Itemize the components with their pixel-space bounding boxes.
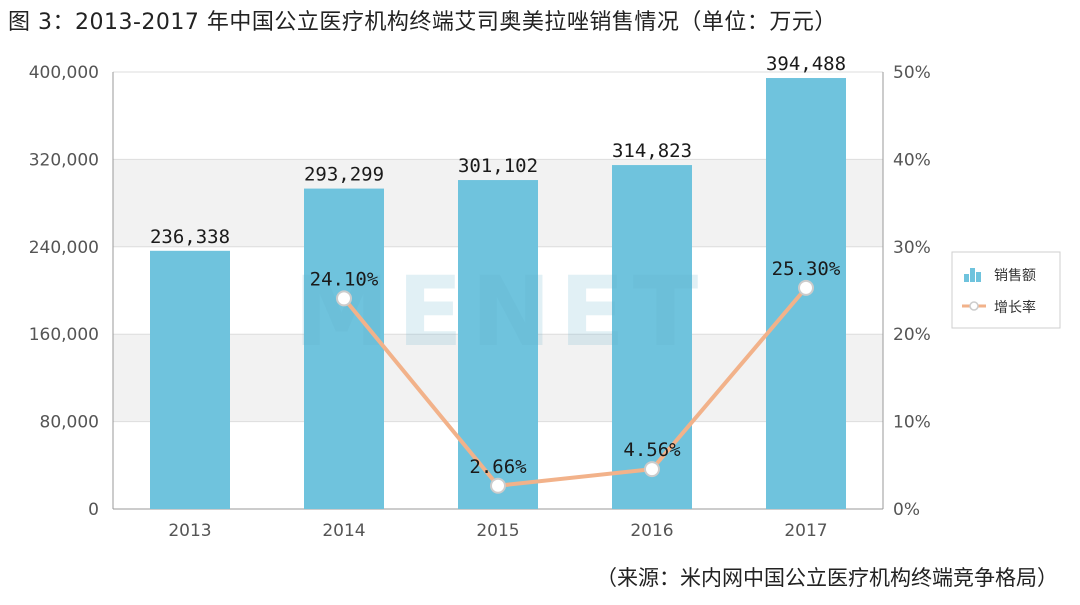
legend-label-growth: 增长率	[994, 299, 1036, 316]
bar-value-label: 394,488	[766, 53, 846, 75]
figure-title: 图 3：2013-2017 年中国公立医疗机构终端艾司奥美拉唑销售情况（单位：万…	[8, 10, 837, 35]
growth-rate-point	[798, 279, 814, 296]
y-left-tick-label: 240,000	[29, 238, 99, 258]
bar-value-label: 236,338	[150, 226, 230, 248]
bar-value-label: 293,299	[304, 164, 384, 186]
y-left-tick-label: 80,000	[40, 413, 99, 433]
y-right-tick-label: 50%	[893, 63, 931, 83]
legend-box	[951, 251, 1061, 329]
growth-rate-label: 4.56%	[623, 439, 681, 461]
bar-sales	[150, 250, 230, 510]
growth-rate-point	[644, 461, 660, 478]
bar-value-label: 314,823	[612, 140, 692, 162]
y-left-tick-label: 400,000	[29, 63, 99, 83]
y-right-tick-label: 10%	[893, 413, 931, 433]
y-right-tick-label: 0%	[893, 500, 920, 520]
legend-label-sales: 销售额	[994, 268, 1036, 284]
y-right-tick-label: 40%	[893, 150, 931, 170]
x-tick-label: 2014	[322, 521, 365, 541]
y-left-tick-label: 320,000	[29, 150, 99, 170]
x-tick-label: 2017	[784, 521, 827, 541]
legend-point-icon	[969, 301, 979, 311]
watermark-logo: MENET	[294, 256, 707, 368]
legend-bar-icon	[976, 272, 981, 282]
growth-rate-label: 25.30%	[772, 258, 841, 280]
y-left-tick-label: 160,000	[29, 325, 99, 345]
x-tick-label: 2013	[168, 521, 211, 541]
growth-rate-label: 24.10%	[310, 268, 379, 290]
x-tick-label: 2015	[476, 521, 519, 541]
line-growth-rate	[342, 286, 808, 488]
y-left-tick-label: 0	[88, 500, 99, 520]
bar-sales	[612, 165, 692, 509]
y-right-tick-label: 20%	[893, 325, 931, 345]
growth-rate-point	[490, 477, 506, 494]
growth-rate-point	[336, 290, 352, 307]
legend-bar-icon	[970, 268, 975, 282]
bar-value-label: 301,102	[458, 155, 538, 177]
growth-rate-label: 2.66%	[469, 456, 527, 478]
legend-bar-icon	[964, 274, 969, 282]
bar-sales	[304, 188, 384, 509]
y-right-tick-label: 30%	[893, 238, 931, 258]
x-tick-label: 2016	[630, 521, 673, 541]
source-note: （来源：米内网中国公立医疗机构终端竞争格局）	[596, 566, 1058, 590]
